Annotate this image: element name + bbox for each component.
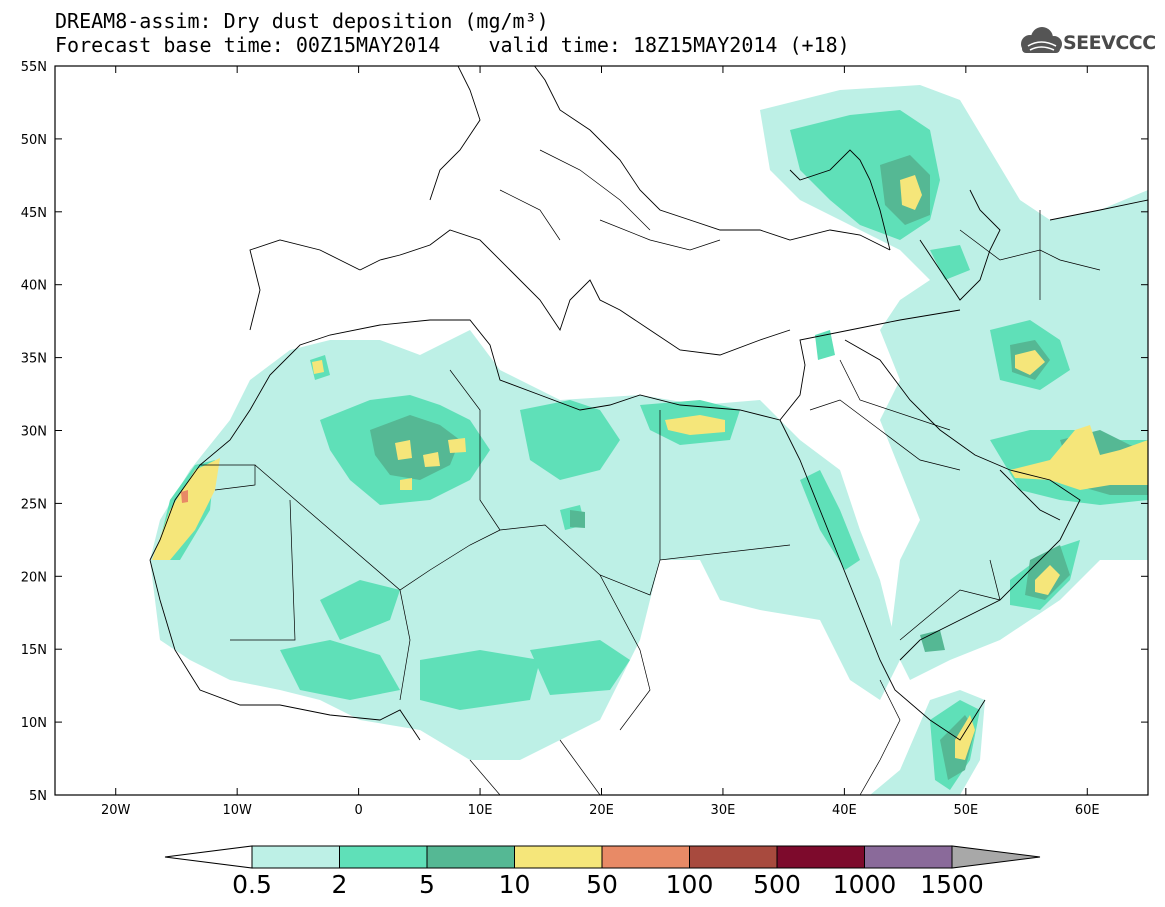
chart-title: DREAM8-assim: Dry dust deposition (mg/m³… [55,9,549,33]
lat-tick-label: 50N [21,133,47,148]
colorbar-swatch [426,845,515,869]
lon-tick-label: 10W [222,803,252,818]
colorbar-label: 5 [419,870,435,899]
colorbar-swatch [776,845,865,869]
colorbar-label: 500 [753,870,801,899]
forecast-time-subtitle: Forecast base time: 00Z15MAY2014 valid t… [55,33,850,57]
country-borders [200,149,1101,795]
colorbar-swatch [514,845,603,869]
lon-tick-label: 60E [1075,803,1100,818]
lat-tick-label: 30N [21,425,47,440]
lat-tick-label: 5N [29,789,47,804]
lat-tick-label: 55N [21,60,47,75]
lon-tick-label: 40E [832,803,857,818]
colorbar-over-arrow [951,845,1041,869]
colorbar-swatch [251,845,340,869]
dust-level-peak [181,490,188,503]
colorbar-label: 1500 [920,870,984,899]
lat-tick-label: 35N [21,352,47,367]
colorbar-swatch [864,845,953,869]
colorbar [164,845,1041,869]
colorbar-label: 100 [665,870,714,899]
colorbar-swatch [689,845,778,869]
lat-tick-label: 40N [21,279,47,294]
lon-tick-label: 10E [468,803,493,818]
lon-tick-label: 20W [101,803,131,818]
cloud-logo-icon [1021,27,1062,53]
lat-tick-label: 15N [21,643,47,658]
lat-tick-label: 45N [21,206,47,221]
lat-tick-label: 25N [21,497,47,512]
logo-text: SEEVCCC [1063,32,1156,54]
colorbar-label: 10 [498,870,531,899]
lon-tick-label: 20E [589,803,614,818]
dust-deposition-field [150,85,1148,795]
colorbar-label: 1000 [832,870,897,899]
longitude-axis: 20W 10W 0 10E 20E 30E 40E 50E 60E [101,66,1100,818]
colorbar-under-arrow [164,845,253,869]
lat-tick-label: 10N [21,716,47,731]
lon-tick-label: 30E [711,803,736,818]
colorbar-label: 0.5 [232,870,272,899]
coastlines [149,66,1148,741]
colorbar-swatch [601,845,690,869]
lon-tick-label: 50E [953,803,978,818]
latitude-axis: 55N 50N 45N 40N 35N 30N 25N 20N 15N 10N 5N [21,60,1148,804]
lon-tick-label: 0 [354,803,362,818]
colorbar-label: 2 [331,870,348,899]
colorbar-swatch [339,845,428,869]
lat-tick-label: 20N [21,570,47,585]
dust-level-high [152,175,1148,760]
colorbar-label: 50 [586,870,618,899]
